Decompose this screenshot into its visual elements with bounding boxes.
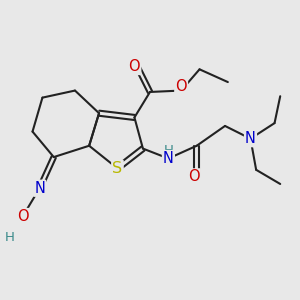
- Text: N: N: [245, 131, 256, 146]
- Text: S: S: [112, 161, 122, 176]
- Text: N: N: [34, 181, 45, 196]
- Text: O: O: [17, 209, 28, 224]
- Text: O: O: [129, 59, 140, 74]
- Text: H: H: [5, 231, 15, 244]
- Text: N: N: [163, 151, 174, 166]
- Text: O: O: [188, 169, 200, 184]
- Text: H: H: [164, 143, 173, 157]
- Text: O: O: [175, 79, 187, 94]
